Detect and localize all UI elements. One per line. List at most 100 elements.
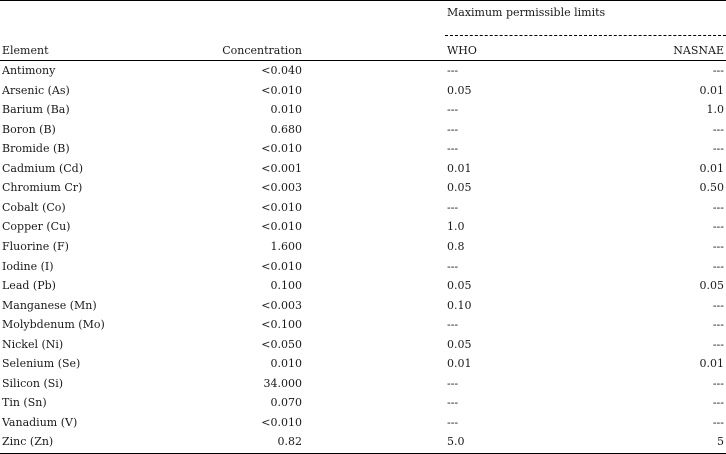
cell-concentration: 34.000 bbox=[263, 376, 303, 390]
cell-element: Chromium Cr) bbox=[2, 181, 83, 195]
group-header-dashed-rule bbox=[445, 35, 726, 36]
cell-nasnae: --- bbox=[712, 220, 724, 234]
cell-who: 0.05 bbox=[447, 181, 472, 195]
cell-nasnae: --- bbox=[712, 376, 724, 390]
cell-nasnae: --- bbox=[712, 396, 724, 410]
table-row: Nickel (Ni) <0.050 0.05 --- bbox=[0, 336, 726, 356]
cell-concentration: 0.680 bbox=[270, 122, 303, 136]
header-concentration: Concentration bbox=[222, 44, 302, 57]
cell-concentration: 0.070 bbox=[270, 396, 303, 410]
table-row: Molybdenum (Mo) <0.100 --- --- bbox=[0, 316, 726, 336]
cell-concentration: <0.010 bbox=[261, 220, 302, 234]
cell-nasnae: 1.0 bbox=[706, 103, 725, 117]
table-row: Barium (Ba) 0.010 --- 1.0 bbox=[0, 101, 726, 121]
cell-who: 1.0 bbox=[447, 220, 465, 234]
cell-element: Selenium (Se) bbox=[2, 357, 81, 371]
cell-concentration: <0.040 bbox=[261, 64, 302, 77]
table-row: Lead (Pb) 0.100 0.05 0.05 bbox=[0, 277, 726, 297]
cell-concentration: 1.600 bbox=[270, 239, 303, 253]
cell-who: 0.05 bbox=[447, 83, 472, 97]
cell-element: Zinc (Zn) bbox=[2, 435, 54, 449]
cell-element: Lead (Pb) bbox=[2, 279, 56, 293]
header-who: WHO bbox=[447, 44, 477, 57]
cell-element: Cadmium (Cd) bbox=[2, 161, 84, 175]
table-row: Manganese (Mn) <0.003 0.10 --- bbox=[0, 297, 726, 317]
cell-nasnae: --- bbox=[712, 298, 724, 312]
cell-nasnae: --- bbox=[712, 239, 724, 253]
cell-concentration: <0.010 bbox=[261, 142, 302, 156]
cell-nasnae: --- bbox=[712, 122, 724, 136]
cell-who: 0.01 bbox=[447, 161, 472, 175]
cell-nasnae: --- bbox=[712, 337, 724, 351]
cell-who: --- bbox=[447, 122, 459, 136]
cell-element: Nickel (Ni) bbox=[2, 337, 64, 351]
table-row: Antimony <0.040 --- --- bbox=[0, 62, 726, 82]
cell-nasnae: --- bbox=[712, 415, 724, 429]
cell-who: 5.0 bbox=[447, 435, 465, 449]
cell-concentration: <0.050 bbox=[261, 337, 302, 351]
cell-nasnae: --- bbox=[712, 259, 724, 273]
header-element: Element bbox=[2, 44, 49, 57]
table-row: Cobalt (Co) <0.010 --- --- bbox=[0, 199, 726, 219]
table-row: Silicon (Si) 34.000 --- --- bbox=[0, 375, 726, 395]
cell-element: Copper (Cu) bbox=[2, 220, 71, 234]
cell-concentration: <0.001 bbox=[261, 161, 302, 175]
cell-who: --- bbox=[447, 259, 459, 273]
cell-who: 0.10 bbox=[447, 298, 472, 312]
cell-who: --- bbox=[447, 318, 459, 332]
header-nasnae: NASNAE bbox=[673, 44, 724, 57]
table-row: Chromium Cr) <0.003 0.05 0.50 bbox=[0, 179, 726, 199]
cell-who: --- bbox=[447, 142, 459, 156]
cell-nasnae: 0.05 bbox=[699, 279, 725, 293]
cell-nasnae: --- bbox=[712, 318, 724, 332]
cell-element: Tin (Sn) bbox=[2, 396, 47, 410]
cell-element: Bromide (B) bbox=[2, 142, 70, 156]
cell-concentration: 0.010 bbox=[270, 357, 303, 371]
cell-nasnae: --- bbox=[712, 200, 724, 214]
cell-nasnae: 0.01 bbox=[699, 357, 725, 371]
table-row: Bromide (B) <0.010 --- --- bbox=[0, 140, 726, 160]
table-row: Copper (Cu) <0.010 1.0 --- bbox=[0, 218, 726, 238]
cell-who: 0.8 bbox=[447, 239, 465, 253]
cell-element: Barium (Ba) bbox=[2, 103, 70, 117]
table-row: Boron (B) 0.680 --- --- bbox=[0, 121, 726, 141]
table-row: Tin (Sn) 0.070 --- --- bbox=[0, 394, 726, 414]
table-row: Vanadium (V) <0.010 --- --- bbox=[0, 414, 726, 434]
cell-element: Arsenic (As) bbox=[2, 83, 70, 97]
cell-who: --- bbox=[447, 200, 459, 214]
table-row: Fluorine (F) 1.600 0.8 --- bbox=[0, 238, 726, 258]
group-header-max-limits: Maximum permissible limits bbox=[447, 6, 606, 19]
cell-element: Vanadium (V) bbox=[2, 415, 78, 429]
cell-who: 0.05 bbox=[447, 279, 472, 293]
table-row: Zinc (Zn) 0.82 5.0 5 bbox=[0, 433, 726, 453]
cell-element: Iodine (I) bbox=[2, 259, 54, 273]
cell-element: Boron (B) bbox=[2, 122, 56, 136]
cell-nasnae: 0.50 bbox=[699, 181, 725, 195]
table-row: Iodine (I) <0.010 --- --- bbox=[0, 258, 726, 278]
cell-element: Fluorine (F) bbox=[2, 239, 69, 253]
cell-concentration: <0.003 bbox=[261, 181, 302, 195]
cell-who: --- bbox=[447, 396, 459, 410]
cell-element: Antimony bbox=[2, 64, 56, 77]
cell-concentration: <0.010 bbox=[261, 200, 302, 214]
cell-element: Manganese (Mn) bbox=[2, 298, 97, 312]
table-row: Cadmium (Cd) <0.001 0.01 0.01 bbox=[0, 160, 726, 180]
cell-concentration: <0.100 bbox=[261, 318, 302, 332]
cell-who: 0.01 bbox=[447, 357, 472, 371]
cell-concentration: 0.82 bbox=[277, 435, 303, 449]
cell-nasnae: --- bbox=[712, 142, 724, 156]
cell-who: 0.05 bbox=[447, 337, 472, 351]
cell-who: --- bbox=[447, 415, 459, 429]
table-row: Selenium (Se) 0.010 0.01 0.01 bbox=[0, 355, 726, 375]
cell-who: --- bbox=[447, 103, 459, 117]
cell-concentration: 0.010 bbox=[270, 103, 303, 117]
cell-who: --- bbox=[447, 376, 459, 390]
cell-concentration: 0.100 bbox=[270, 279, 303, 293]
header-rule bbox=[0, 60, 726, 61]
cell-nasnae: 0.01 bbox=[699, 161, 725, 175]
cell-who: --- bbox=[447, 64, 459, 77]
cell-concentration: <0.010 bbox=[261, 259, 302, 273]
cell-concentration: <0.010 bbox=[261, 83, 302, 97]
top-rule bbox=[0, 0, 726, 1]
cell-nasnae: 0.01 bbox=[699, 83, 725, 97]
